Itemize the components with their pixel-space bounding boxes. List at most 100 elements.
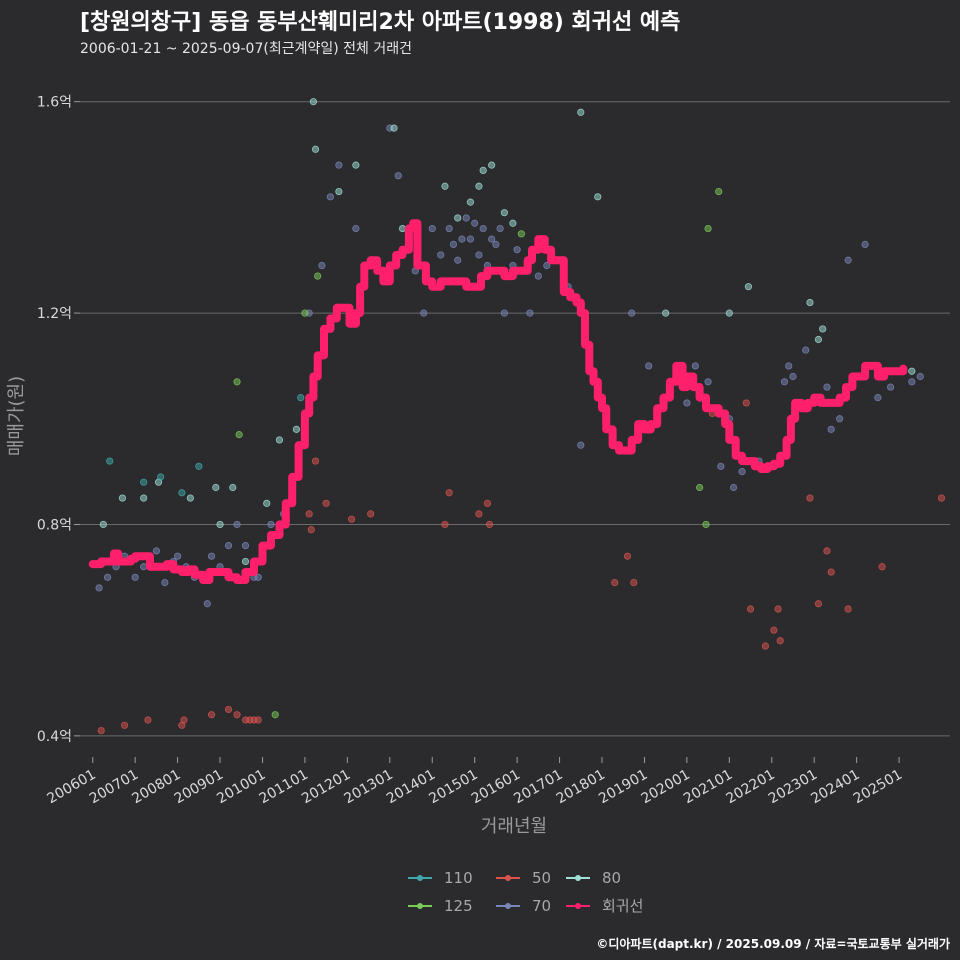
data-point-50 [322, 499, 330, 507]
data-point-80 [500, 209, 508, 217]
data-point-70 [318, 261, 326, 270]
data-point-70 [241, 542, 250, 550]
data-point-50 [630, 579, 638, 587]
data-point-80 [309, 98, 318, 106]
legend-item-80: 80 [566, 869, 621, 887]
data-point-70 [886, 383, 895, 391]
data-point-70 [628, 309, 636, 317]
data-point-110 [157, 473, 165, 481]
regression-line [88, 219, 908, 584]
data-point-50 [224, 705, 233, 714]
data-point-50 [623, 552, 632, 560]
data-point-80 [212, 483, 220, 492]
legend-swatch-dot [575, 875, 581, 881]
data-point-80 [275, 436, 284, 444]
y-tick-label: 1.6억 [37, 95, 72, 111]
data-point-70 [789, 372, 797, 381]
data-point-50 [814, 600, 823, 608]
data-point-70 [534, 272, 542, 280]
data-point-70 [908, 378, 916, 386]
y-axis-ticks: 0.4억 0.8억 1.2억 1.6억 [37, 95, 80, 745]
data-point-80 [479, 166, 487, 175]
data-point-80 [662, 309, 670, 317]
data-point-50 [207, 711, 216, 719]
data-point-70 [466, 235, 475, 243]
data-point-80 [335, 187, 343, 196]
data-point-70 [729, 483, 738, 492]
y-tick-label: 0.4억 [37, 729, 72, 745]
data-point-80 [454, 214, 462, 222]
data-point-70 [543, 261, 551, 270]
data-point-80 [475, 182, 483, 190]
data-point-50 [307, 526, 315, 534]
data-point-70 [704, 378, 712, 386]
data-point-125 [314, 272, 322, 280]
data-point-70 [174, 552, 182, 560]
data-point-70 [836, 415, 844, 423]
data-point-70 [683, 399, 691, 407]
y-tick-label: 0.8억 [37, 517, 72, 533]
data-point-70 [254, 573, 262, 581]
data-point-70 [827, 425, 835, 433]
data-point-80 [229, 483, 237, 492]
data-point-50 [311, 457, 320, 465]
data-point-110 [195, 462, 203, 470]
data-point-70 [513, 246, 521, 254]
data-point-80 [398, 224, 407, 233]
data-point-70 [445, 224, 453, 233]
data-point-50 [774, 605, 782, 613]
data-point-70 [428, 224, 436, 233]
data-point-125 [271, 711, 279, 719]
data-point-70 [526, 309, 534, 317]
data-point-80 [99, 520, 107, 529]
data-point-110 [297, 394, 305, 402]
data-point-125 [715, 187, 723, 196]
data-point-80 [908, 367, 916, 375]
legend-item-회귀선: 회귀선 [566, 897, 643, 915]
data-credit: ©디아파트(dapt.kr) / 2025.09.09 / 자료=국토교통부 실… [596, 937, 950, 951]
data-point-50 [844, 605, 852, 613]
data-point-80 [488, 161, 496, 169]
data-point-125 [235, 431, 243, 439]
regression-line-path [88, 219, 908, 584]
data-point-50 [485, 520, 494, 529]
data-point-80 [118, 494, 127, 502]
data-point-125 [696, 483, 704, 492]
data-point-70 [131, 573, 139, 581]
data-point-50 [483, 499, 492, 507]
scatter-points [95, 98, 946, 735]
data-point-80 [216, 520, 224, 529]
data-point-70 [861, 240, 869, 248]
data-point-70 [458, 235, 466, 243]
data-point-80 [311, 145, 320, 153]
data-point-80 [390, 124, 398, 132]
grid-lines [80, 101, 950, 737]
data-point-70 [224, 542, 233, 550]
legend-swatch-dot [417, 903, 423, 909]
data-point-50 [761, 642, 769, 650]
legend-label: 70 [532, 897, 551, 915]
y-tick-label: 1.2억 [37, 306, 72, 322]
data-point-70 [462, 214, 470, 222]
data-point-50 [878, 563, 886, 571]
data-point-70 [161, 579, 169, 587]
data-point-50 [305, 510, 313, 518]
data-point-70 [95, 584, 103, 592]
data-point-50 [367, 510, 375, 518]
data-point-80 [441, 182, 449, 190]
data-point-50 [937, 494, 946, 502]
y-axis-label: 매매가(원) [6, 376, 27, 456]
data-point-50 [180, 716, 188, 724]
data-point-80 [577, 108, 585, 116]
x-axis-ticks: 2006012007012008012009012010012011012012… [44, 757, 905, 807]
data-point-70 [691, 362, 699, 370]
data-point-70 [916, 372, 924, 381]
data-point-80 [594, 193, 602, 201]
data-point-125 [301, 309, 309, 317]
legend-label: 50 [532, 869, 551, 887]
data-point-70 [394, 172, 402, 180]
data-point-70 [152, 547, 160, 555]
data-point-70 [140, 563, 148, 571]
data-point-110 [140, 478, 148, 486]
